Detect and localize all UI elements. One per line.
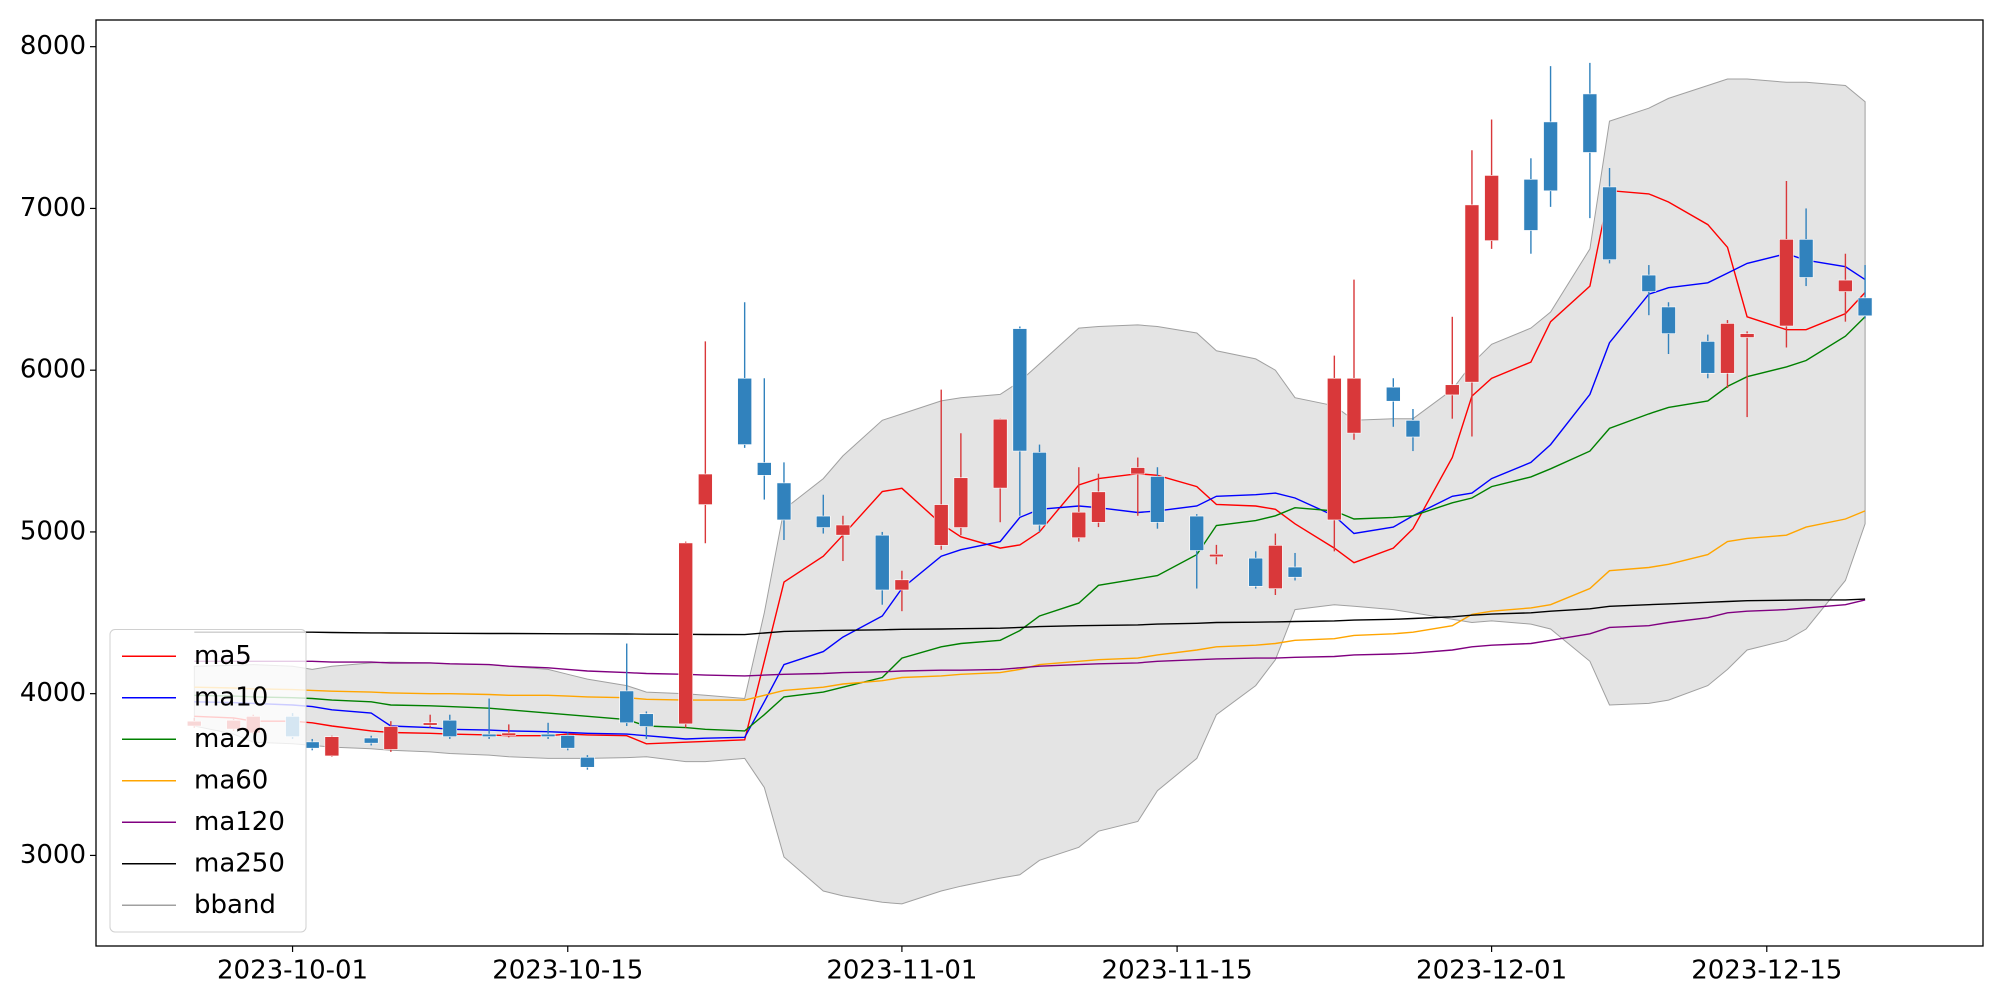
candle-body — [1150, 476, 1165, 523]
candle-body — [1405, 420, 1421, 438]
legend-label: ma10 — [194, 682, 268, 712]
candle-body — [1071, 511, 1087, 539]
x-tick-label: 2023-10-01 — [217, 956, 368, 986]
candle-body — [1523, 179, 1539, 231]
y-tick-label: 7000 — [20, 193, 86, 223]
candle-body — [1209, 553, 1224, 558]
candle-body — [1327, 377, 1342, 521]
candle-body — [776, 482, 792, 521]
candle-body — [815, 515, 831, 528]
candle-body — [1444, 384, 1460, 396]
candle-body — [1248, 557, 1264, 587]
candle-body — [1543, 121, 1558, 192]
candle-body — [363, 737, 379, 744]
x-tick-label: 2023-12-15 — [1691, 956, 1842, 986]
x-tick-label: 2023-12-01 — [1416, 956, 1567, 986]
candle-body — [1287, 566, 1303, 578]
ma-line — [194, 252, 1866, 740]
candle-body — [1602, 186, 1617, 261]
candle-body — [1012, 328, 1028, 452]
candle-body — [757, 462, 772, 476]
candle-body — [1857, 297, 1873, 317]
candle-body — [619, 690, 635, 724]
y-tick-label: 5000 — [20, 516, 86, 546]
plot-area — [186, 62, 1873, 905]
candle-body — [992, 418, 1008, 489]
legend-label: ma120 — [194, 807, 285, 837]
legend-label: ma250 — [194, 848, 285, 878]
candle-body — [1189, 515, 1205, 551]
candle-body — [540, 733, 556, 737]
candle-body — [501, 732, 517, 736]
candle-body — [1720, 323, 1735, 374]
y-tick-label: 4000 — [20, 678, 86, 708]
candle-body — [1130, 467, 1146, 475]
candle-body — [933, 504, 949, 546]
candle-body — [1484, 175, 1499, 241]
candle-body — [894, 579, 910, 591]
legend-label: ma5 — [194, 641, 252, 671]
candle-body — [698, 473, 713, 505]
candle-body — [442, 719, 458, 737]
candle-body — [1268, 545, 1283, 590]
candle-body — [1739, 333, 1755, 338]
candle-body — [580, 756, 595, 768]
y-tick-label: 6000 — [20, 355, 86, 385]
candle-body — [1032, 452, 1047, 526]
candle-body — [1641, 274, 1657, 292]
candle-body — [1798, 239, 1814, 278]
candle-body — [1838, 279, 1853, 292]
legend-box — [109, 629, 307, 933]
ma-line — [194, 599, 1866, 677]
legend-label: ma20 — [194, 724, 268, 754]
axes-frame — [95, 19, 1984, 947]
candle-body — [1386, 386, 1401, 402]
candle-body — [1346, 377, 1362, 434]
legend: ma5 ma10 ma20 ma60 ma120 ma250 bband — [109, 629, 307, 933]
x-tick-label: 2023-11-15 — [1102, 956, 1253, 986]
legend-label: ma60 — [194, 765, 268, 795]
candle-body — [953, 477, 969, 528]
y-tick-label: 3000 — [20, 840, 86, 870]
candle-body — [737, 377, 752, 445]
ma-line — [194, 598, 1866, 636]
candle-body — [1582, 93, 1598, 153]
ma-line — [194, 316, 1866, 732]
candle-body — [383, 726, 399, 750]
y-tick-label: 8000 — [20, 31, 86, 61]
candle-body — [1464, 204, 1480, 383]
x-tick-label: 2023-11-01 — [826, 956, 977, 986]
candle-body — [422, 722, 438, 726]
candle-body — [639, 713, 654, 727]
candle-body — [835, 524, 851, 536]
candle-body — [304, 741, 320, 749]
candle-body — [1661, 306, 1676, 334]
candle-body — [678, 542, 693, 725]
candle-body — [560, 735, 576, 749]
candle-body — [481, 733, 497, 737]
x-tick-label: 2023-10-15 — [492, 956, 643, 986]
candle-body — [1700, 341, 1716, 374]
candle-body — [874, 534, 890, 591]
candle-body — [324, 736, 340, 757]
legend-label: bband — [194, 890, 276, 920]
candle-body — [1779, 239, 1794, 327]
candle-body — [1091, 491, 1106, 523]
